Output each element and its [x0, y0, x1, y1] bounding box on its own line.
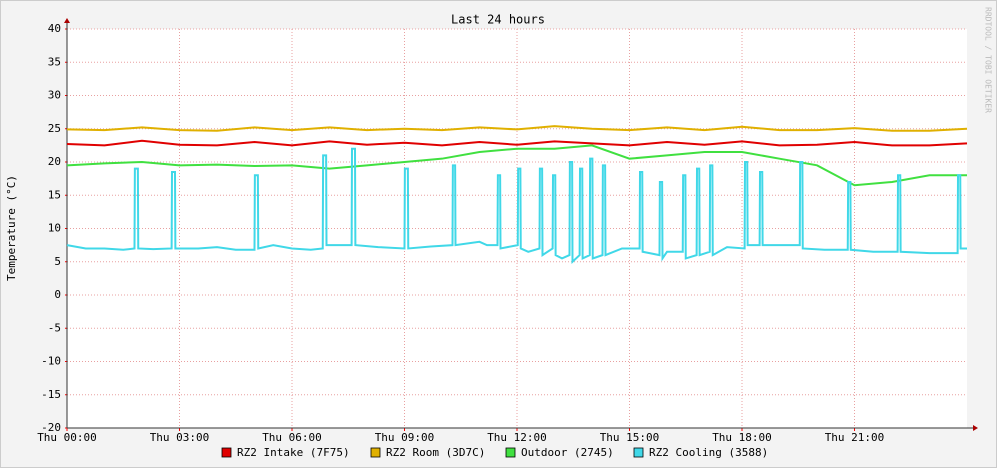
- y-tick-label: 15: [48, 188, 61, 201]
- legend-label: RZ2 Cooling (3588): [649, 446, 768, 459]
- y-tick-label: 0: [54, 288, 61, 301]
- y-tick-label: 10: [48, 222, 61, 235]
- y-tick-label: 25: [48, 122, 61, 135]
- y-tick-label: 30: [48, 89, 61, 102]
- y-axis-label: Temperature (°C): [5, 175, 18, 281]
- legend-label: RZ2 Intake (7F75): [237, 446, 350, 459]
- x-tick-label: Thu 21:00: [825, 431, 885, 444]
- legend-swatch: [370, 447, 381, 458]
- y-tick-label: 5: [54, 255, 61, 268]
- x-tick-label: Thu 06:00: [262, 431, 322, 444]
- legend-swatch: [505, 447, 516, 458]
- legend-label: Outdoor (2745): [521, 446, 614, 459]
- series-line: [66, 125, 968, 132]
- x-tick-label: Thu 12:00: [487, 431, 547, 444]
- y-tick-label: -10: [41, 355, 61, 368]
- series-line: [66, 147, 967, 265]
- legend-swatch: [221, 447, 232, 458]
- legend-swatch: [633, 447, 644, 458]
- x-tick-label: Thu 15:00: [600, 431, 660, 444]
- series-line: [66, 139, 968, 147]
- y-tick-label: 20: [48, 155, 61, 168]
- x-axis-arrow: [973, 425, 978, 431]
- y-axis-arrow: [64, 18, 70, 23]
- x-tick-label: Thu 18:00: [712, 431, 772, 444]
- y-tick-label: 40: [48, 22, 61, 35]
- x-tick-label: Thu 00:00: [37, 431, 97, 444]
- y-tick-label: -20: [41, 421, 61, 434]
- y-tick-label: -5: [48, 321, 61, 334]
- series-line: [66, 144, 967, 187]
- x-tick-label: Thu 09:00: [375, 431, 435, 444]
- y-tick-label: -15: [41, 388, 61, 401]
- y-tick-label: 35: [48, 55, 61, 68]
- chart-title: Last 24 hours: [451, 13, 545, 27]
- x-tick-label: Thu 03:00: [150, 431, 210, 444]
- watermark: RRDTOOL / TOBI OETIKER: [984, 7, 993, 113]
- legend-label: RZ2 Room (3D7C): [386, 446, 485, 459]
